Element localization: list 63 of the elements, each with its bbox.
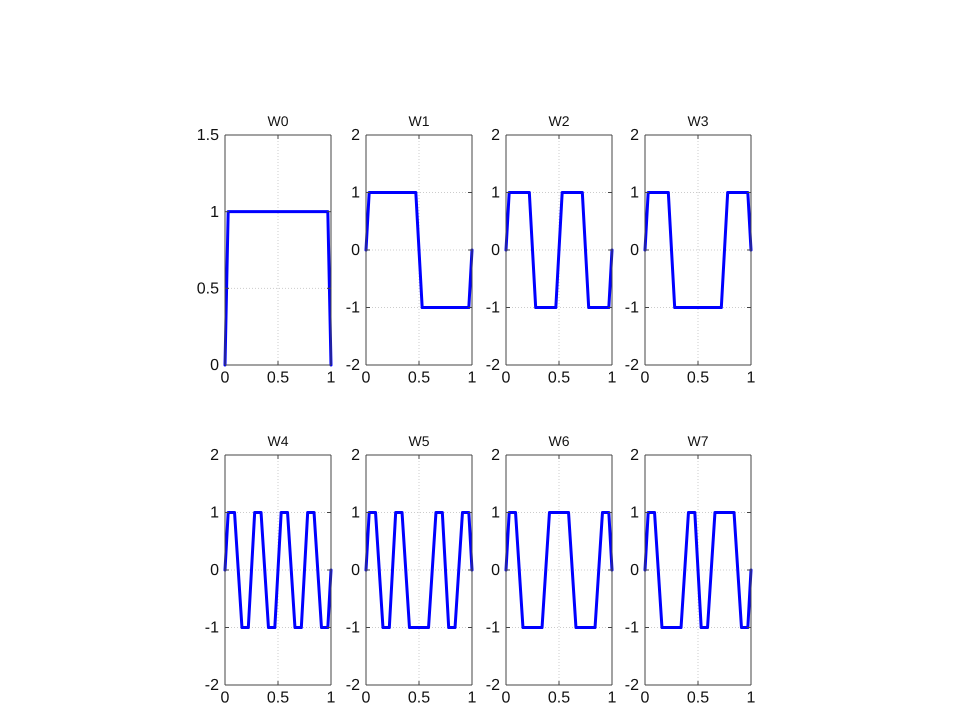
- y-tick-label: 0: [351, 242, 360, 260]
- y-tick-label: 1: [491, 504, 500, 522]
- y-tick-label: 2: [491, 127, 500, 144]
- y-tick-label: -1: [486, 620, 500, 637]
- y-tick-label: -2: [346, 357, 360, 374]
- x-tick-label: 0.5: [686, 369, 710, 386]
- y-tick-label: 0: [351, 562, 360, 580]
- x-tick-label: 1: [608, 689, 617, 706]
- y-tick-label: 2: [351, 127, 360, 144]
- chart-title: W5: [408, 433, 430, 449]
- chart-title: W2: [548, 113, 570, 129]
- x-tick-label: 1: [326, 369, 336, 386]
- y-tick-label: -1: [624, 300, 640, 317]
- y-tick-label: -2: [486, 677, 500, 694]
- x-tick-label: 0.5: [686, 689, 710, 706]
- chart-title: W1: [408, 113, 430, 129]
- y-tick-label: -1: [486, 300, 500, 317]
- chart-title: W4: [268, 433, 289, 449]
- y-tick-label: -1: [204, 620, 220, 637]
- y-tick-label: 0: [630, 562, 640, 580]
- x-tick-label: 1: [608, 369, 617, 386]
- y-tick-label: -2: [204, 677, 220, 694]
- y-tick-label: 0: [210, 562, 220, 580]
- x-tick-label: 0.5: [548, 369, 570, 386]
- y-tick-label: 1: [351, 504, 360, 522]
- x-tick-label: 0.5: [408, 369, 430, 386]
- x-tick-label: 0.5: [266, 689, 290, 706]
- y-tick-label: 0: [491, 242, 500, 260]
- x-tick-label: 1: [746, 689, 756, 706]
- y-tick-label: -2: [486, 357, 500, 374]
- y-tick-label: 2: [630, 127, 640, 144]
- y-tick-label: 1: [351, 184, 360, 202]
- y-tick-label: 0: [491, 562, 500, 580]
- x-tick-label: 0.5: [408, 689, 430, 706]
- chart-title: W3: [688, 113, 709, 129]
- y-tick-label: 1: [210, 204, 220, 221]
- chart-title: W6: [548, 433, 570, 449]
- chart-title: W0: [268, 113, 289, 129]
- y-tick-label: 1: [630, 184, 640, 202]
- y-tick-label: -1: [346, 620, 360, 637]
- y-tick-label: 0.5: [196, 280, 220, 298]
- y-tick-label: -1: [624, 620, 640, 637]
- x-tick-label: 1: [468, 689, 477, 706]
- x-tick-label: 1: [468, 369, 477, 386]
- y-tick-label: 1: [210, 504, 220, 522]
- y-tick-label: 0: [210, 357, 220, 374]
- x-tick-label: 1: [746, 369, 756, 386]
- y-tick-label: 1: [630, 504, 640, 522]
- y-tick-label: 2: [210, 447, 220, 464]
- y-tick-label: -2: [624, 357, 640, 374]
- y-tick-label: 2: [630, 447, 640, 464]
- y-tick-label: 0: [630, 242, 640, 260]
- chart-title: W7: [688, 433, 709, 449]
- x-tick-label: 0.5: [548, 689, 570, 706]
- x-tick-label: 0.5: [266, 369, 290, 386]
- y-tick-label: -2: [624, 677, 640, 694]
- y-tick-label: 2: [491, 447, 500, 464]
- y-tick-label: 1: [491, 184, 500, 202]
- y-tick-label: 2: [351, 447, 360, 464]
- y-tick-label: 1.5: [196, 127, 220, 144]
- y-tick-label: -1: [346, 300, 360, 317]
- x-tick-label: 1: [326, 689, 336, 706]
- y-tick-label: -2: [346, 677, 360, 694]
